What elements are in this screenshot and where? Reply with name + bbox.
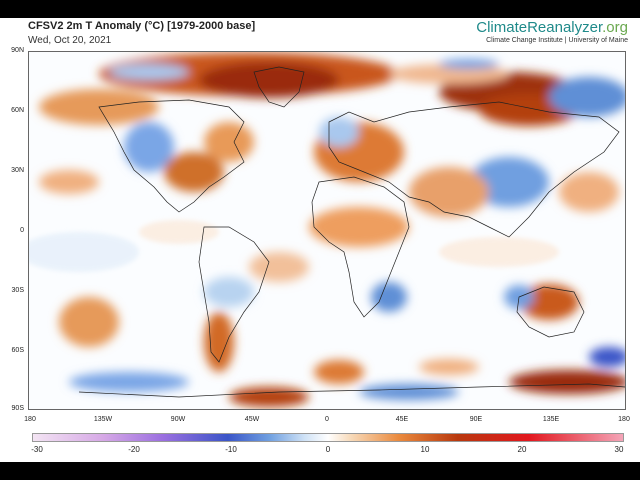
coastlines [78,66,625,398]
lat-label: 60S [11,347,24,354]
colorbar-tick: 10 [420,445,430,454]
lat-label: 60N [11,107,24,114]
lon-label: 45W [244,416,260,423]
lon-label: 90W [170,416,186,423]
lat-label: 0 [20,227,24,234]
brand-suffix: .org [602,19,628,36]
map-date: Wed, Oct 20, 2021 [28,35,112,46]
lon-label: 135W [93,416,113,423]
colorbar [32,433,624,442]
colorbar-tick: -20 [128,445,140,454]
colorbar-tick: 0 [325,445,331,454]
institute-label: Climate Change Institute | University of… [486,37,628,44]
colorbar-tick: -30 [31,445,43,454]
anomaly-field [39,52,625,407]
lon-label: 0 [325,416,329,423]
brand-main: ClimateReanalyzer [476,19,603,36]
colorbar-tick: 20 [517,445,527,454]
colorbar-tick: 30 [614,445,624,454]
lat-label: 30N [11,167,24,174]
lat-label: 90N [11,47,24,54]
colorbar-tick: -10 [225,445,237,454]
map-title: CFSV2 2m T Anomaly (°C) [1979-2000 base] [28,20,256,32]
figure-frame: CFSV2 2m T Anomaly (°C) [1979-2000 base]… [0,18,640,462]
lon-label: 90E [469,416,483,423]
lon-label: 180 [24,416,36,423]
lon-label: 180 [618,416,630,423]
map-svg [29,52,625,409]
lon-label: 135E [542,416,560,423]
lon-label: 45E [395,416,409,423]
lat-label: 30S [11,287,24,294]
lat-label: 90S [11,405,24,412]
brand-logo: ClimateReanalyzer.org [476,19,628,36]
anomaly-map [28,51,626,410]
